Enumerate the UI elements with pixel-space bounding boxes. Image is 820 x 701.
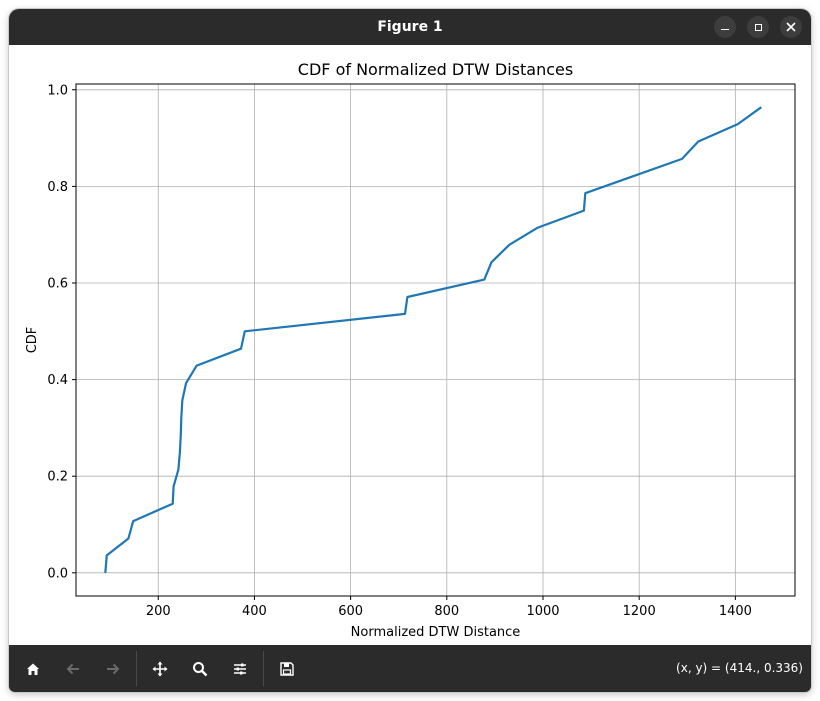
zoom-magnifier-icon bbox=[193, 662, 208, 677]
forward-arrow-icon bbox=[107, 663, 120, 675]
chart-title: CDF of Normalized DTW Distances bbox=[298, 60, 573, 79]
window-title: Figure 1 bbox=[377, 19, 443, 35]
title-bar[interactable]: Figure 1 bbox=[9, 9, 811, 45]
configure-subplots-button[interactable] bbox=[226, 655, 254, 683]
minimize-icon bbox=[721, 28, 729, 31]
close-button[interactable] bbox=[780, 16, 802, 38]
x-tick-label: 1400 bbox=[719, 604, 752, 619]
x-axis-label: Normalized DTW Distance bbox=[351, 625, 521, 640]
toolbar-separator bbox=[136, 651, 137, 686]
y-tick-label: 0.2 bbox=[47, 470, 68, 485]
grid-lines bbox=[76, 84, 795, 596]
toolbar-separator bbox=[263, 651, 264, 686]
minimize-button[interactable] bbox=[714, 16, 736, 38]
x-tick-label: 200 bbox=[146, 604, 171, 619]
pan-button[interactable] bbox=[146, 655, 174, 683]
maximize-icon bbox=[754, 23, 762, 31]
back-button[interactable] bbox=[59, 655, 87, 683]
y-tick-label: 0.0 bbox=[47, 566, 68, 581]
configure-subplots-icon bbox=[234, 663, 246, 675]
navigation-toolbar: (x, y) = (414., 0.336) bbox=[9, 645, 811, 692]
figure-window: Figure 1 200 400 600 800 1000 1200 1400 0.0 0.2… bbox=[9, 9, 811, 692]
forward-button[interactable] bbox=[99, 655, 127, 683]
x-tick-label: 1000 bbox=[526, 604, 559, 619]
x-tick-label: 1200 bbox=[623, 604, 656, 619]
cursor-coordinates-readout: (x, y) = (414., 0.336) bbox=[676, 661, 803, 675]
x-tick-label: 800 bbox=[434, 604, 459, 619]
zoom-button[interactable] bbox=[186, 655, 214, 683]
back-arrow-icon bbox=[66, 663, 79, 675]
pan-move-icon bbox=[152, 661, 168, 677]
home-icon bbox=[27, 663, 39, 675]
cdf-chart: 200 400 600 800 1000 1200 1400 0.0 0.2 0.4 0.6 0.8… bbox=[25, 60, 796, 640]
y-axis-label: CDF bbox=[25, 327, 40, 354]
x-axis-ticks: 200 400 600 800 1000 1200 1400 bbox=[146, 596, 752, 619]
home-button[interactable] bbox=[19, 655, 47, 683]
cdf-series-line bbox=[104, 106, 762, 573]
x-tick-label: 400 bbox=[242, 604, 267, 619]
y-tick-label: 1.0 bbox=[47, 83, 68, 98]
save-floppy-icon bbox=[280, 662, 294, 676]
close-icon bbox=[786, 22, 796, 32]
plot-canvas[interactable]: 200 400 600 800 1000 1200 1400 0.0 0.2 0.4 0.6 0.8… bbox=[9, 45, 811, 645]
x-tick-label: 600 bbox=[338, 604, 363, 619]
y-tick-label: 0.4 bbox=[47, 373, 68, 388]
y-tick-label: 0.8 bbox=[47, 180, 68, 195]
save-button[interactable] bbox=[273, 655, 301, 683]
y-axis-ticks: 0.0 0.2 0.4 0.6 0.8 1.0 bbox=[47, 83, 76, 581]
maximize-button[interactable] bbox=[747, 16, 769, 38]
axes-frame bbox=[75, 83, 796, 597]
y-tick-label: 0.6 bbox=[47, 277, 68, 292]
